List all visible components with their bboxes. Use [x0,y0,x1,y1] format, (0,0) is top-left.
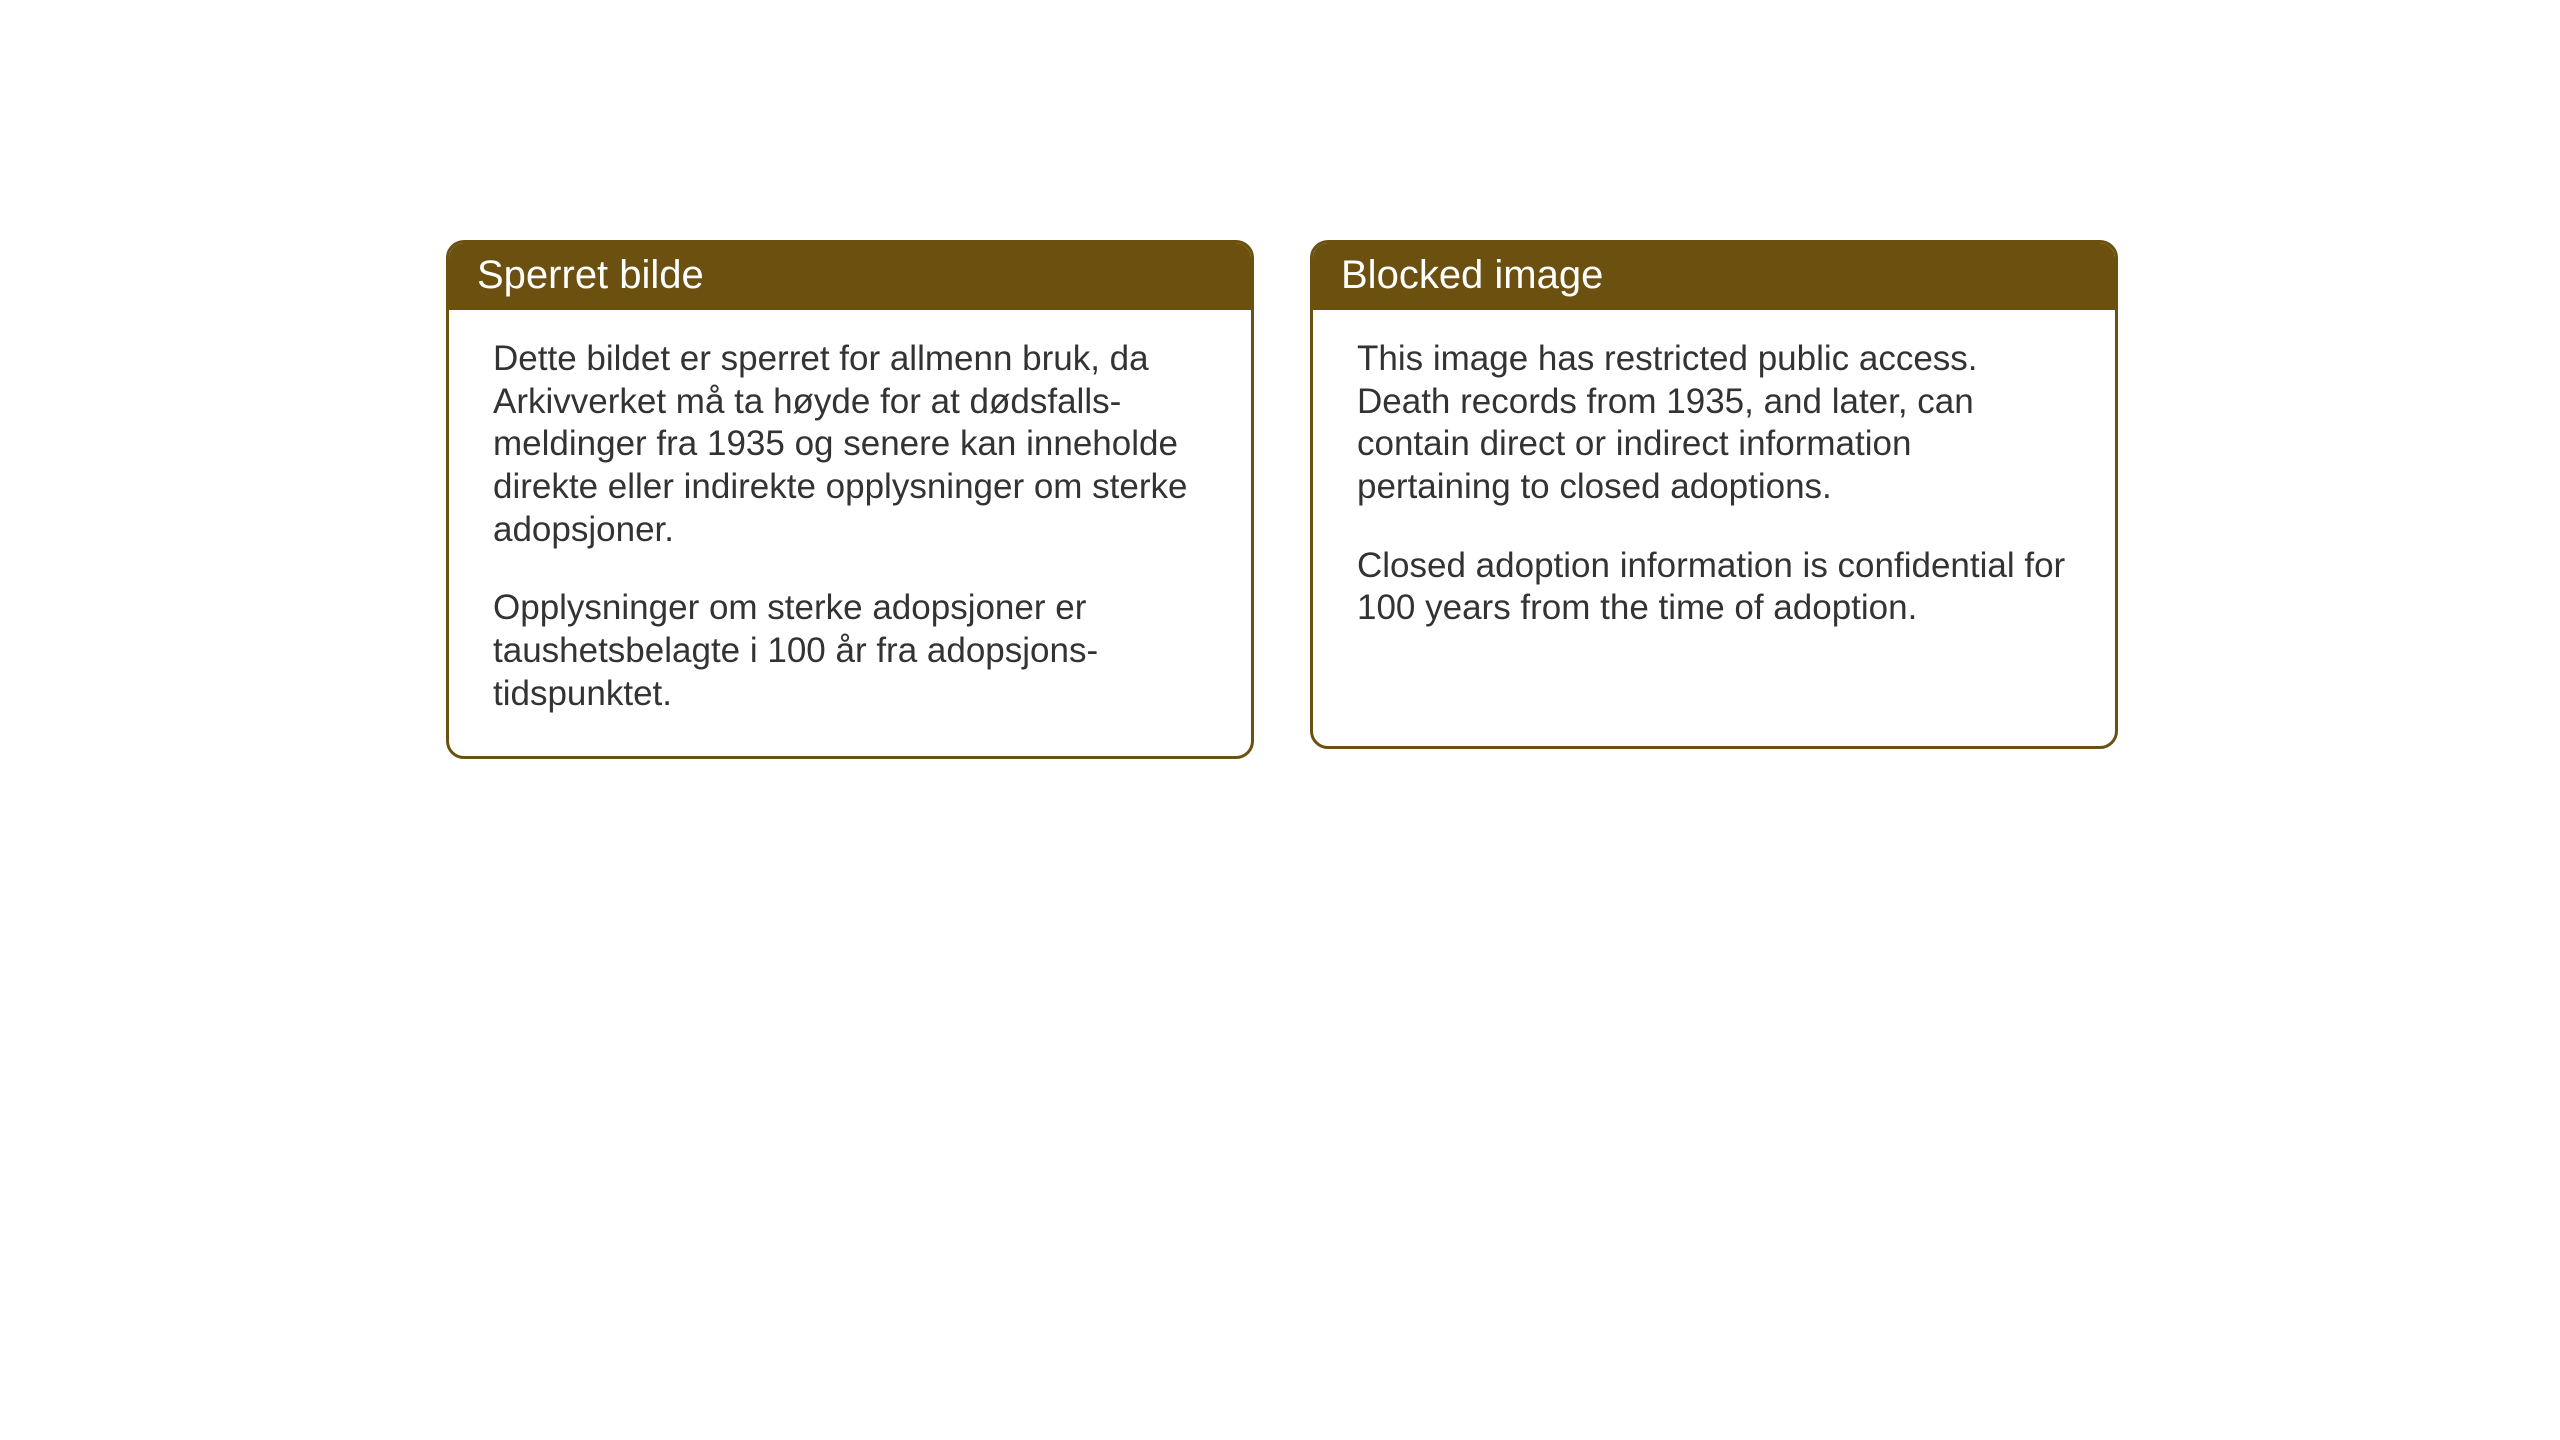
notice-paragraph-1-english: This image has restricted public access.… [1357,338,2071,509]
notice-paragraph-2-norwegian: Opplysninger om sterke adopsjoner er tau… [493,587,1207,715]
notice-paragraph-2-english: Closed adoption information is confident… [1357,545,2071,630]
notice-body-norwegian: Dette bildet er sperret for allmenn bruk… [449,310,1251,756]
notice-card-norwegian: Sperret bilde Dette bildet er sperret fo… [446,240,1254,759]
notice-header-english: Blocked image [1313,243,2115,310]
notice-body-english: This image has restricted public access.… [1313,310,2115,670]
notice-container: Sperret bilde Dette bildet er sperret fo… [446,240,2118,759]
notice-paragraph-1-norwegian: Dette bildet er sperret for allmenn bruk… [493,338,1207,551]
notice-title-english: Blocked image [1341,253,1603,297]
notice-card-english: Blocked image This image has restricted … [1310,240,2118,749]
notice-title-norwegian: Sperret bilde [477,253,704,297]
notice-header-norwegian: Sperret bilde [449,243,1251,310]
